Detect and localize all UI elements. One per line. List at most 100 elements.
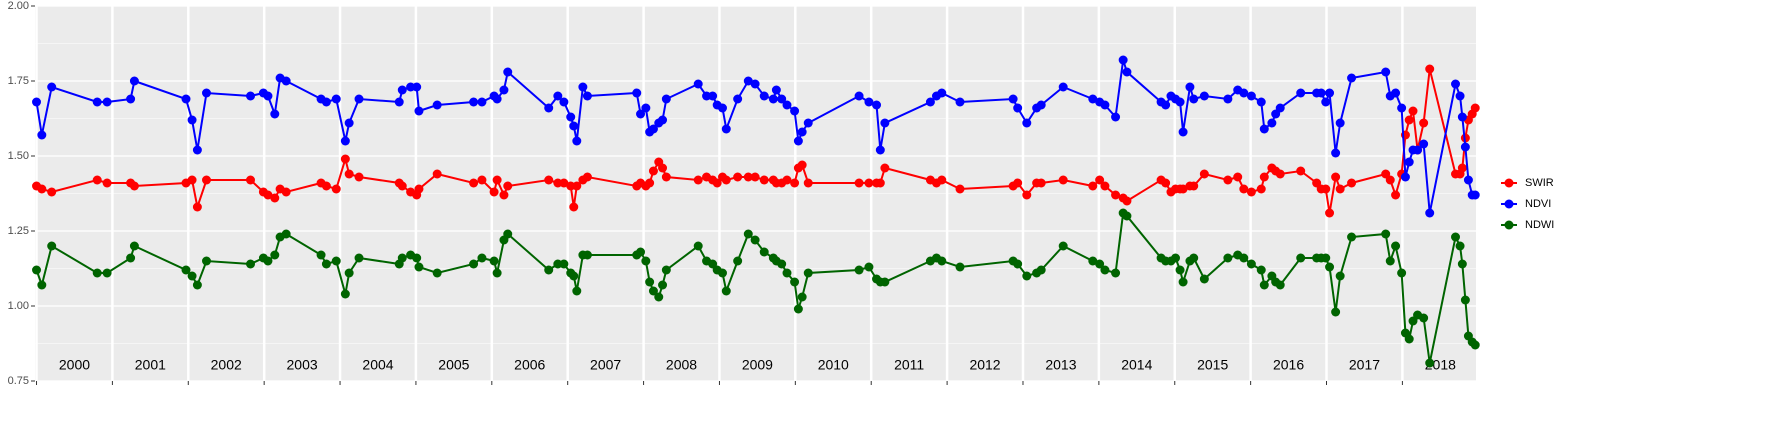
series-point (499, 190, 509, 200)
series-point (1457, 259, 1467, 269)
series-point (793, 304, 803, 314)
series-point (126, 253, 136, 263)
series-point (790, 277, 800, 287)
series-point (1463, 175, 1473, 185)
series-point (733, 94, 743, 104)
series-point (503, 229, 513, 239)
series-point (1275, 103, 1285, 113)
series-point (344, 268, 354, 278)
year-label: 2003 (287, 357, 318, 373)
series-point (1178, 127, 1188, 137)
series-point (432, 100, 442, 110)
series-point (572, 286, 582, 296)
y-tick-label: 1.25 (8, 225, 29, 237)
series-point (641, 103, 651, 113)
series-point (648, 166, 658, 176)
series-point (469, 97, 479, 107)
series-point (1470, 190, 1480, 200)
series-point (645, 277, 655, 287)
series-point (733, 172, 743, 182)
series-point (1325, 262, 1335, 272)
series-point (1036, 100, 1046, 110)
series-point (854, 178, 864, 188)
series-point (1296, 166, 1306, 176)
series-point (636, 109, 646, 119)
y-tick-label: 1.50 (8, 150, 29, 162)
series-point (1100, 100, 1110, 110)
series-point (1385, 256, 1395, 266)
series-point (864, 262, 874, 272)
series-point (782, 268, 792, 278)
series-point (559, 97, 569, 107)
series-point (1161, 178, 1171, 188)
series-point (1397, 268, 1407, 278)
series-point (281, 229, 291, 239)
series-point (559, 178, 569, 188)
series-point (1347, 178, 1357, 188)
series-point (187, 115, 197, 125)
series-point (397, 253, 407, 263)
series-point (270, 109, 280, 119)
series-point (1122, 196, 1132, 206)
series-point (777, 94, 787, 104)
series-point (1335, 184, 1345, 194)
series-point (397, 85, 407, 95)
series-point (1088, 181, 1098, 191)
series-point (790, 178, 800, 188)
series-point (1408, 106, 1418, 116)
series-point (553, 91, 563, 101)
series-point (37, 130, 47, 140)
series-point (414, 262, 424, 272)
series-point (1413, 145, 1423, 155)
series-point (492, 268, 502, 278)
series-point (1223, 94, 1233, 104)
series-point (1460, 142, 1470, 152)
series-point (661, 94, 671, 104)
series-point (582, 250, 592, 260)
series-point (572, 181, 582, 191)
series-point (1275, 169, 1285, 179)
series-point (1451, 232, 1461, 242)
series-point (181, 265, 191, 275)
series-point (281, 187, 291, 197)
series-point (803, 268, 813, 278)
series-point (641, 256, 651, 266)
series-point (270, 193, 280, 203)
series-point (759, 91, 769, 101)
series-point (717, 103, 727, 113)
series-point (1239, 184, 1249, 194)
series-point (1175, 265, 1185, 275)
series-point (354, 94, 364, 104)
series-point (1111, 190, 1121, 200)
series-point (1404, 334, 1414, 344)
series-point (1246, 187, 1256, 197)
series-point (955, 262, 965, 272)
series-point (569, 271, 579, 281)
series-point (1199, 169, 1209, 179)
series-point (1256, 97, 1266, 107)
series-point (1058, 175, 1068, 185)
series-point (1178, 184, 1188, 194)
series-point (47, 187, 57, 197)
series-point (1022, 190, 1032, 200)
legend-key-point (1504, 178, 1514, 188)
series-point (955, 184, 965, 194)
legend-key-point (1504, 199, 1514, 209)
series-point (658, 115, 668, 125)
series-point (1425, 64, 1435, 74)
series-point (316, 250, 326, 260)
series-point (1296, 88, 1306, 98)
series-point (1088, 256, 1098, 266)
series-point (544, 175, 554, 185)
y-tick-label: 1.75 (8, 75, 29, 87)
series-point (721, 124, 731, 134)
series-point (1161, 100, 1171, 110)
series-point (1321, 253, 1331, 263)
legend-label: SWIR (1525, 177, 1554, 189)
series-point (1233, 172, 1243, 182)
series-point (1404, 157, 1414, 167)
series-point (263, 190, 273, 200)
series-point (1189, 181, 1199, 191)
series-point (661, 265, 671, 275)
legend-key-point (1504, 220, 1514, 230)
